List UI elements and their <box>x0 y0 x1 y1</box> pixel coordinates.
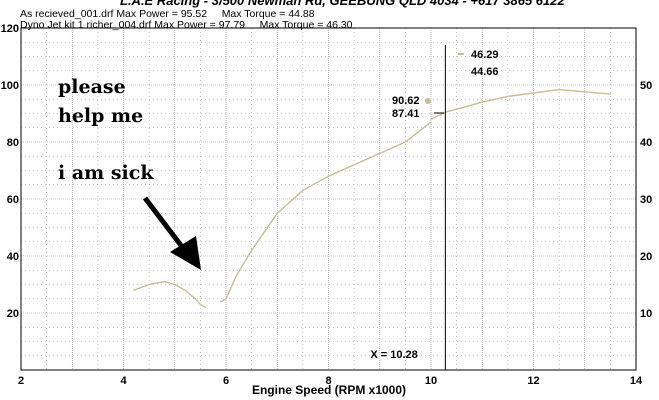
run1-max-torque-label: Max Torque = <box>221 8 286 20</box>
series-line-1 <box>133 280 207 308</box>
note-please: please <box>58 76 126 98</box>
cursor-label: X = 10.28 <box>370 349 417 361</box>
chart-series <box>133 88 612 308</box>
y-left-tick-label: 40 <box>7 251 19 263</box>
x-tick-label: 14 <box>630 375 643 387</box>
y-right-tick-label: 50 <box>640 80 652 92</box>
run1-max-power-label: Max Power = <box>116 8 178 20</box>
x-tick-label: 4 <box>120 375 127 387</box>
power-readout-2: 87.41 <box>392 108 420 120</box>
x-tick-label: 12 <box>527 375 539 387</box>
note-help-me: help me <box>58 105 144 127</box>
y-right-tick-label: 20 <box>640 251 652 263</box>
run1-summary: As recieved_001.drf Max Power = 95.52 Ma… <box>20 8 315 20</box>
chart-ticks: 2 4 6 8 10 12 14 20 40 60 80 100 120 10 20 30 40 50 <box>1 23 653 387</box>
y-left-tick-label: 60 <box>7 194 19 206</box>
plot-frame <box>20 27 637 371</box>
x-tick-label: 2 <box>18 375 24 387</box>
chart-grid <box>20 27 637 371</box>
power-marker <box>425 98 431 104</box>
run1-max-power: 95.52 <box>180 8 208 20</box>
y-left-tick-label: 80 <box>7 137 19 149</box>
power-readout-1: 90.62 <box>392 95 420 107</box>
y-left-tick-label: 120 <box>1 23 19 35</box>
note-i-am-sick: i am sick <box>58 162 154 184</box>
y-right-tick-label: 10 <box>640 308 652 320</box>
chart-header: L.A.E Racing - 3/500 Newman Rd, GEEBUNG … <box>0 0 659 31</box>
x-tick-label: 10 <box>425 375 437 387</box>
x-tick-label: 6 <box>223 375 229 387</box>
torque-readout-2: 44.66 <box>471 66 499 78</box>
run1-file: As recieved_001.drf <box>20 8 114 20</box>
series-line-2 <box>220 121 432 303</box>
run1-max-torque: 44.88 <box>288 8 315 20</box>
torque-readout-1: 46.29 <box>471 49 499 61</box>
y-left-tick-label: 100 <box>1 80 19 92</box>
y-left-tick-label: 20 <box>7 308 19 320</box>
y-right-tick-label: 30 <box>640 194 652 206</box>
x-tick-label: 8 <box>325 375 331 387</box>
x-axis-label: Engine Speed (RPM x1000) <box>252 383 406 397</box>
shop-title: L.A.E Racing - 3/500 Newman Rd, GEEBUNG … <box>120 0 565 8</box>
y-right-tick-label: 40 <box>640 137 652 149</box>
series-line-3 <box>430 88 612 120</box>
arrow-annotation <box>143 196 201 270</box>
torque-marker <box>458 53 464 55</box>
